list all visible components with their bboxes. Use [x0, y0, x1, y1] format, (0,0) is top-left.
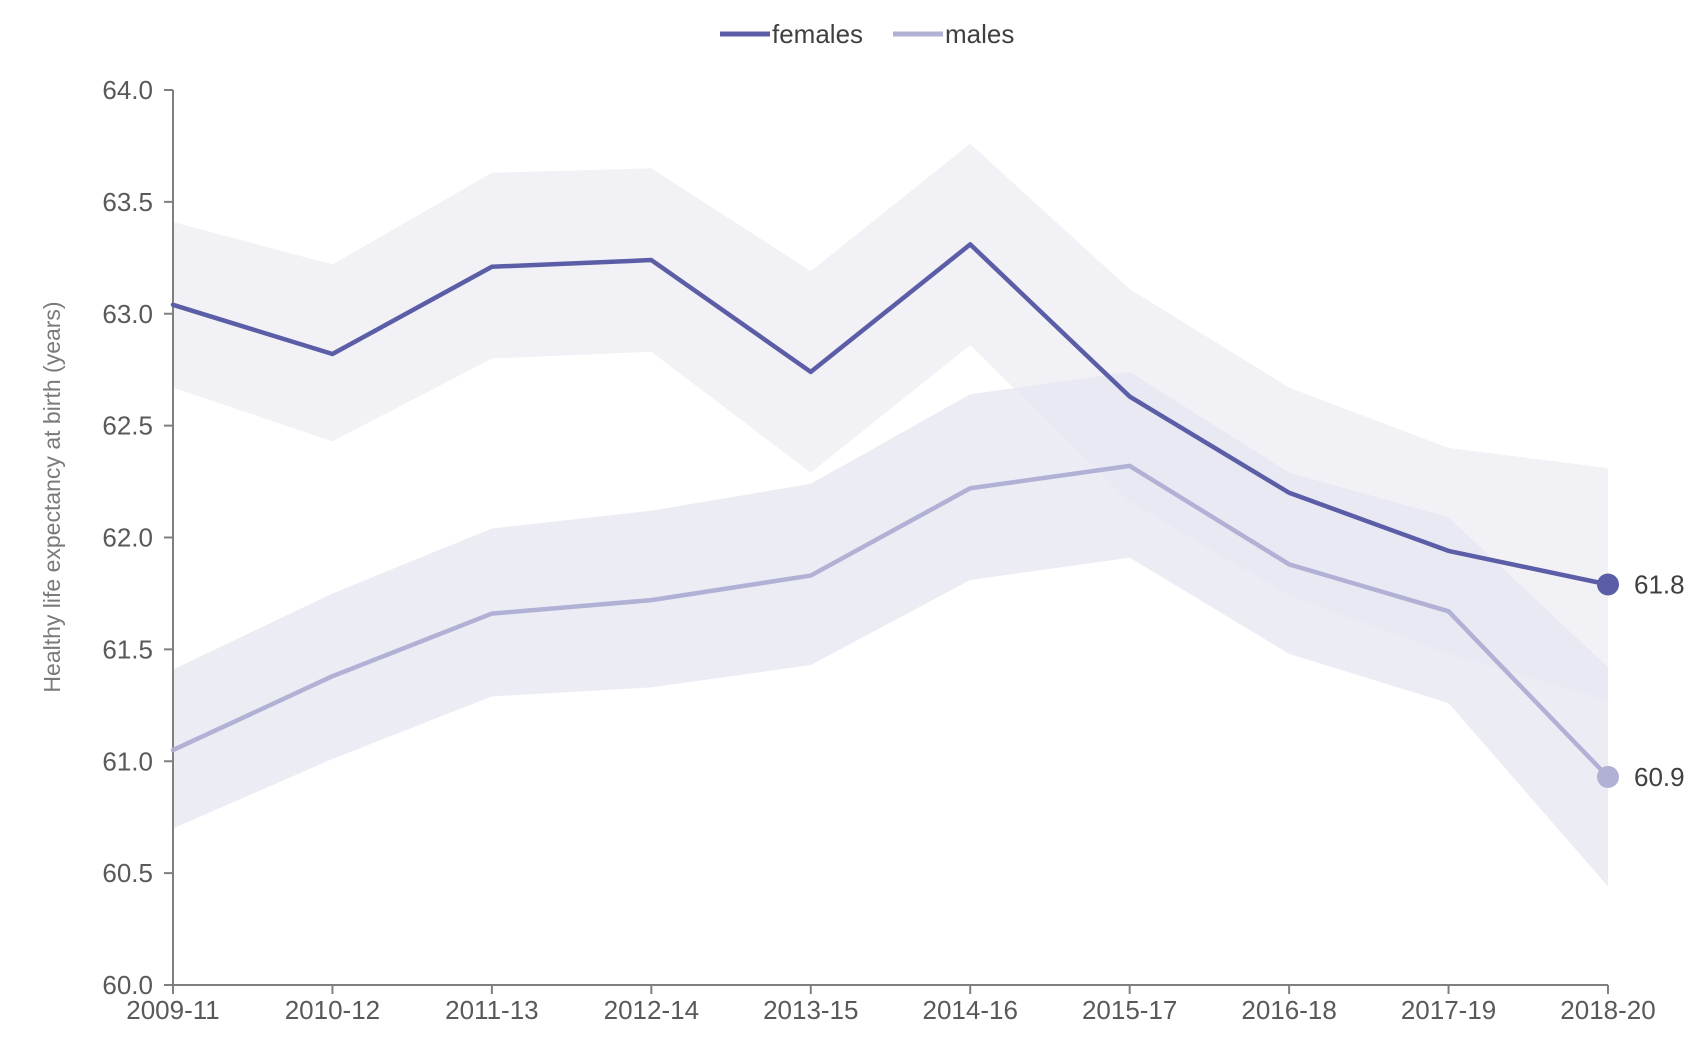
males-end-marker — [1597, 765, 1619, 788]
females-line — [170, 242, 1611, 587]
x-tick-label: 2011-13 — [445, 995, 539, 1025]
x-tick-label: 2017-19 — [1401, 995, 1496, 1025]
females-legend-label: females — [772, 19, 863, 49]
x-tick-label: 2018-20 — [1560, 995, 1655, 1025]
x-tick-label: 2013-15 — [763, 995, 858, 1025]
males-end-label: 60.9 — [1634, 762, 1685, 792]
y-tick-label: 63.5 — [102, 187, 153, 217]
series-lines — [170, 242, 1611, 780]
x-tick-label: 2015-17 — [1082, 995, 1177, 1025]
y-tick-label: 61.0 — [102, 746, 153, 776]
males-confidence-band — [173, 371, 1608, 887]
y-tick-label: 62.0 — [102, 523, 153, 553]
y-tick-label: 60.0 — [102, 970, 153, 1000]
y-tick-label: 63.0 — [102, 299, 153, 329]
x-tick-label: 2012-14 — [604, 995, 699, 1025]
end-markers: 61.8 60.9 — [1597, 569, 1685, 792]
males-legend-label: males — [945, 19, 1014, 49]
y-tick-label: 60.5 — [102, 858, 153, 888]
x-tick-label: 2009-11 — [126, 995, 220, 1025]
x-tick-label: 2014-16 — [923, 995, 1018, 1025]
axes: 60.0 60.5 61.0 61.5 62.0 62.5 63.0 63.5 64.0 2009… — [102, 75, 1655, 1025]
y-tick-label: 61.5 — [102, 634, 153, 664]
females-end-marker — [1597, 573, 1619, 596]
y-tick-label: 62.5 — [102, 411, 153, 441]
x-tick-label: 2010-12 — [285, 995, 380, 1025]
x-tick-label: 2016-18 — [1241, 995, 1336, 1025]
confidence-bands — [173, 143, 1608, 887]
y-axis-title: Healthy life expectancy at birth (years) — [39, 301, 65, 692]
legend: females males — [720, 19, 1014, 49]
y-tick-label: 64.0 — [102, 75, 153, 105]
females-end-label: 61.8 — [1634, 569, 1685, 599]
males-line — [170, 463, 1611, 780]
